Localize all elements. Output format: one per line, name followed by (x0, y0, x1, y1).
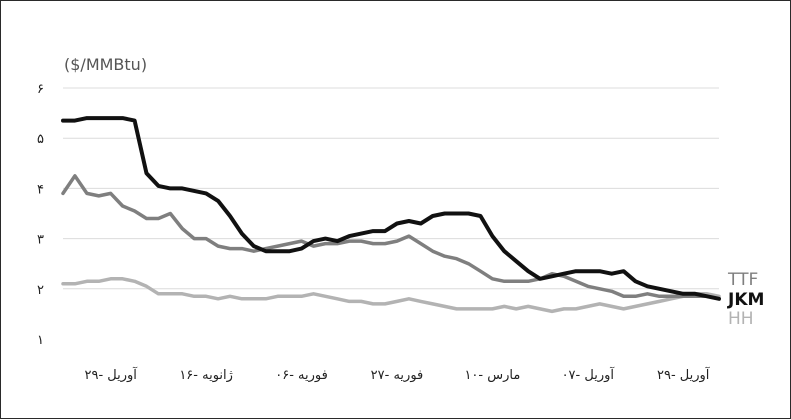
x-tick-label: ۲۹- آوریل (657, 366, 711, 383)
x-tick-label: ۲۷- فوریه (371, 368, 424, 383)
x-axis-ticks: ۲۹- آوریل ۱۶- ژانویه ۰۶- فوریه ۲۷- فوریه ۱۰-… (84, 366, 710, 383)
x-tick-label: ۱۰- مارس (464, 368, 520, 383)
x-tick-label: ۱۶- ژانویه (179, 368, 233, 383)
y-tick-label: ۱ (37, 333, 44, 348)
y-tick-label: ۶ (37, 82, 44, 97)
x-tick-label: ۲۹- آوریل (84, 366, 138, 383)
series-lines (61, 116, 721, 314)
series-line-jkm (61, 116, 721, 301)
series-line-ttf (61, 174, 721, 301)
y-tick-label: ۴ (37, 182, 44, 197)
series-line-hh (61, 277, 721, 314)
y-tick-label: ۵ (37, 132, 44, 147)
x-tick-label: ۰۷- آوریل (562, 366, 616, 383)
legend-label-ttf: TTF (727, 270, 758, 290)
legend-label-jkm: JKM (727, 290, 764, 310)
y-tick-label: ۳ (37, 233, 44, 248)
y-axis-ticks: ۱ ۲ ۳ ۴ ۵ ۶ (37, 82, 44, 348)
x-tick-label: ۰۶- فوریه (275, 368, 328, 383)
y-axis-unit-label: ($/MMBtu) (64, 55, 147, 74)
y-tick-label: ۲ (37, 283, 44, 298)
legend-label-hh: HH (728, 309, 754, 329)
